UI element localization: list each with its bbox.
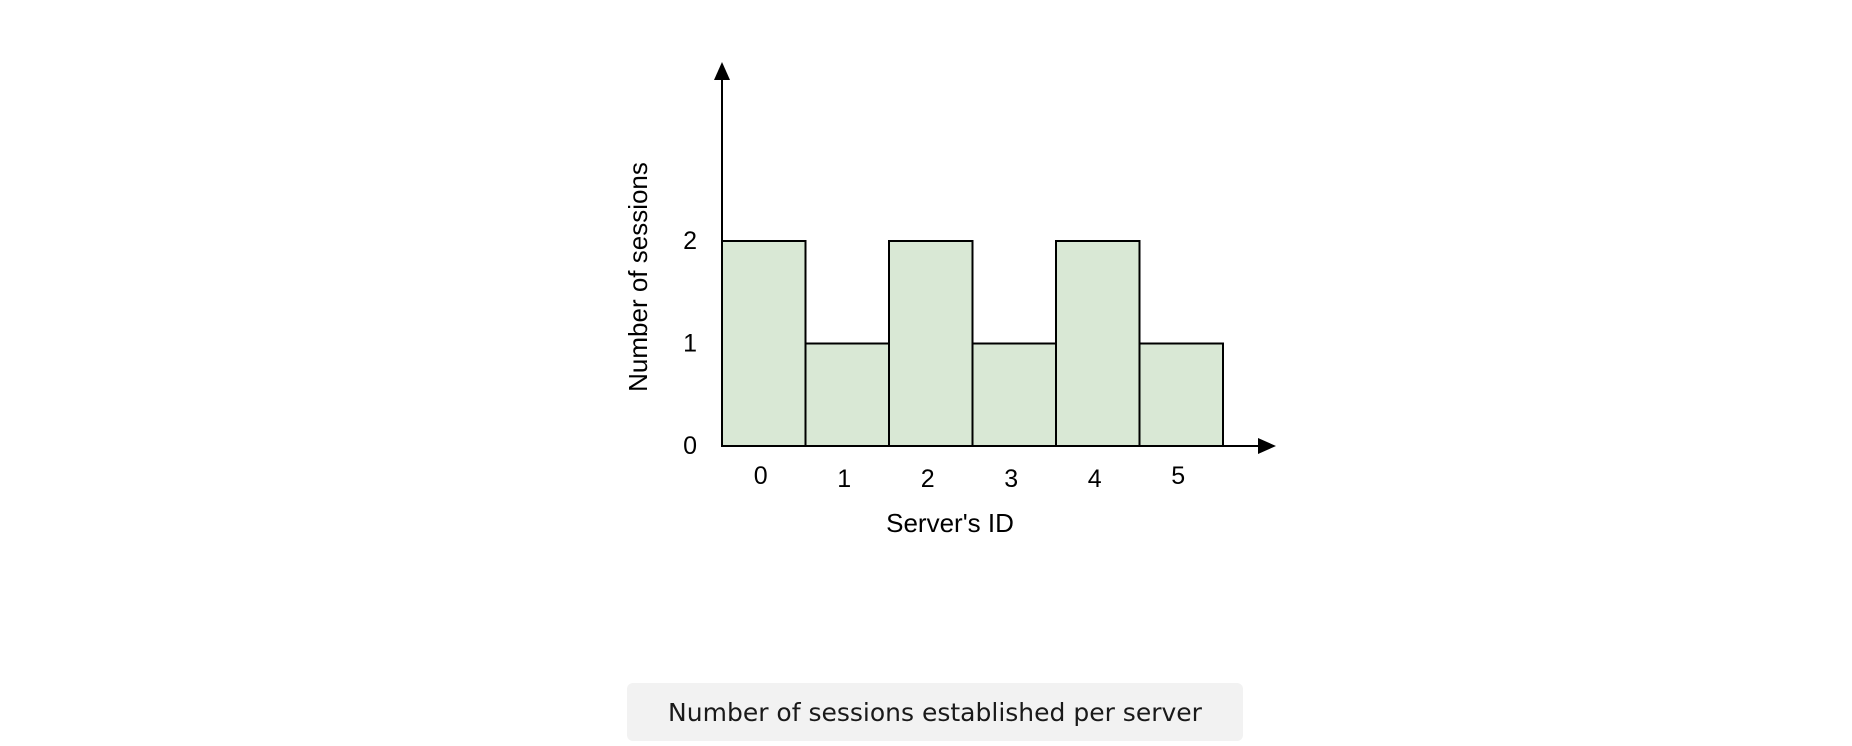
y-tick-labels: 0 1 2 (683, 227, 697, 460)
y-tick-label: 0 (683, 432, 697, 460)
bar-server-2 (888, 240, 974, 447)
x-tick-label: 5 (1171, 462, 1185, 490)
figure-caption-text: Number of sessions established per serve… (668, 697, 1202, 727)
x-tick-label: 1 (837, 465, 851, 493)
y-axis-label: Number of sessions (623, 162, 653, 392)
figure-caption: Number of sessions established per serve… (627, 683, 1243, 741)
x-tick-label: 4 (1088, 465, 1102, 493)
y-tick-label: 2 (683, 227, 697, 255)
y-tick-label: 1 (683, 330, 697, 358)
x-tick-label: 2 (921, 465, 935, 493)
bar-chart: 0 1 2 0 1 2 3 4 5 Server's ID Number of session… (623, 62, 1276, 538)
bar-server-1 (804, 342, 890, 447)
x-tick-labels: 0 1 2 3 4 5 (754, 462, 1185, 493)
x-tick-label: 3 (1004, 465, 1018, 493)
x-axis-label: Server's ID (886, 508, 1014, 538)
bar-server-0 (721, 240, 807, 447)
x-axis-arrow (1258, 438, 1276, 454)
x-tick-label: 0 (754, 462, 768, 490)
bar-server-4 (1055, 240, 1141, 447)
y-axis-arrow (714, 62, 730, 80)
bars-layer (721, 240, 1224, 447)
bar-server-5 (1138, 342, 1224, 447)
axes-layer (714, 62, 1276, 454)
bar-server-3 (971, 342, 1057, 447)
